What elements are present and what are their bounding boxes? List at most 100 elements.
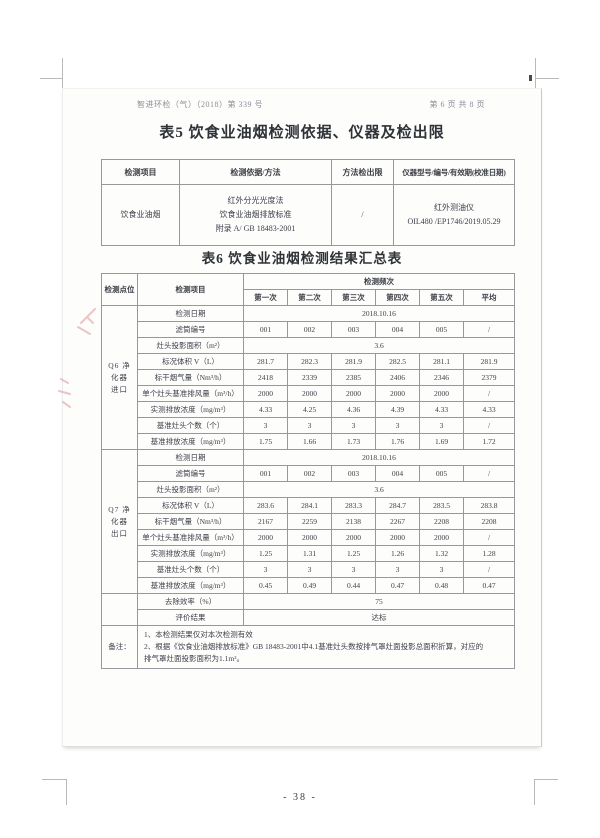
red-stamp-remnant — [58, 308, 96, 408]
run-header: 第二次 — [287, 289, 332, 306]
value-cell: / — [462, 417, 516, 434]
span-value: 3.6 — [242, 337, 516, 354]
run-header: 平均 — [462, 289, 516, 306]
value-cell: 281.1 — [419, 353, 464, 370]
value-cell: 004 — [375, 465, 420, 482]
column-header-frequency: 检测频次 — [242, 273, 516, 290]
value-cell: 2339 — [287, 369, 332, 386]
value-cell: 2167 — [243, 513, 288, 530]
value-cell: 001 — [243, 321, 288, 338]
value-cell: 1.73 — [331, 433, 376, 450]
table-row: 基准排放浓度（mg/m³） 0.45 0.49 0.44 0.47 0.48 0… — [102, 577, 516, 594]
value-cell: 281.9 — [462, 353, 516, 370]
row-label: 单个灶头基准排风量（m³/h） — [137, 529, 244, 546]
value-cell: 1.32 — [419, 545, 464, 562]
value-cell: 001 — [243, 465, 288, 482]
report-number: 智进环检（气）（2018）第 339 号 — [137, 100, 263, 109]
instrument-cell: 红外测油仪 OIL480 /EP1746/2019.05.29 — [393, 184, 515, 246]
value-cell: 3 — [287, 561, 332, 578]
row-label: 基准排放浓度（mg/m³） — [137, 577, 244, 594]
value-cell: 4.33 — [462, 401, 516, 418]
value-cell: 0.48 — [419, 577, 464, 594]
value-cell: 0.47 — [375, 577, 420, 594]
value-cell: / — [462, 561, 516, 578]
value-cell: 0.47 — [462, 577, 516, 594]
row-label: 评价结果 — [137, 609, 244, 626]
page-number-footer: - 38 - — [283, 792, 317, 803]
value-cell: 3 — [287, 417, 332, 434]
empty-point-cell — [101, 593, 138, 626]
value-cell: 3 — [243, 561, 288, 578]
table-row: Q7 净化器出口 检测日期 2018.10.16 — [101, 449, 516, 594]
value-cell: / — [462, 385, 516, 402]
column-header: 检测项目 — [101, 159, 180, 185]
page-indicator: 第 6 页 共 8 页 — [429, 100, 485, 109]
crop-mark-top-left-vertical — [62, 58, 63, 90]
value-cell: 2267 — [375, 513, 420, 530]
value-cell: 2259 — [287, 513, 332, 530]
value-cell: 3 — [419, 417, 464, 434]
value-cell: 0.49 — [287, 577, 332, 594]
value-cell: 2406 — [375, 369, 420, 386]
row-label: 灶头投影面积（m²） — [137, 337, 244, 354]
row-label: 基准灶头个数（个） — [137, 561, 244, 578]
method-cell: 红外分光光度法 饮食业油烟排放标准 附录 A/ GB 18483-2001 — [179, 184, 332, 246]
value-cell: 1.28 — [462, 545, 516, 562]
method-line: 附录 A/ GB 18483-2001 — [215, 224, 296, 233]
table-row: 滤筒编号 001 002 003 004 005 / — [102, 321, 516, 338]
table-row: 灶头投影面积（m²） 3.6 — [102, 481, 516, 498]
method-line: 饮食业油烟排放标准 — [219, 210, 292, 219]
table-row: 基准灶头个数（个） 3 3 3 3 3 / — [102, 561, 516, 578]
value-cell: 004 — [375, 321, 420, 338]
value-cell: 3 — [331, 417, 376, 434]
value-cell: 1.31 — [287, 545, 332, 562]
value-cell: 4.36 — [331, 401, 376, 418]
table-row: 滤筒编号 001 002 003 004 005 / — [102, 465, 516, 482]
value-cell: 003 — [331, 465, 376, 482]
table-row: 标况体积 V（L） 281.7 282.3 281.9 282.5 281.1 … — [102, 353, 516, 370]
row-label: 实测排放浓度（mg/m³） — [137, 401, 244, 418]
run-header: 第三次 — [331, 289, 376, 306]
table-row: 单个灶头基准排风量（m³/h） 2000 2000 2000 2000 2000… — [102, 385, 516, 402]
method-line: 红外分光光度法 — [227, 196, 284, 205]
crop-mark-bottom-left-vertical — [66, 779, 67, 805]
table5-detection-basis: 检测项目 检测依据/方法 方法检出限 仪器型号/编号/有效期(校准日期) 饮食业… — [101, 159, 515, 246]
table-row: 实测排放浓度（mg/m³） 4.33 4.25 4.36 4.39 4.33 4… — [102, 401, 516, 418]
point-label-q6: Q6 净化器进口 — [101, 305, 138, 450]
row-label: 实测排放浓度（mg/m³） — [137, 545, 244, 562]
row-label: 检测日期 — [137, 449, 244, 466]
instrument-line: OIL480 /EP1746/2019.05.29 — [407, 217, 501, 226]
table-row: 实测排放浓度（mg/m³） 1.25 1.31 1.25 1.26 1.32 1… — [102, 545, 516, 562]
value-cell: 284.7 — [375, 497, 420, 514]
table6-title: 表6 饮食业油烟检测结果汇总表 — [201, 251, 403, 266]
row-label: 滤筒编号 — [137, 321, 244, 338]
value-cell: 2208 — [462, 513, 516, 530]
value-cell: 284.1 — [287, 497, 332, 514]
span-value: 75 — [242, 593, 516, 610]
detection-limit-cell: / — [331, 184, 394, 246]
scanned-page: 智进环检（气）（2018）第 339 号 第 6 页 共 8 页 表5 饮食业油… — [58, 88, 542, 747]
value-cell: 1.75 — [243, 433, 288, 450]
value-cell: 2000 — [419, 385, 464, 402]
value-cell: 0.44 — [331, 577, 376, 594]
value-cell: 283.8 — [462, 497, 516, 514]
value-cell: 2000 — [331, 529, 376, 546]
value-cell: 281.9 — [331, 353, 376, 370]
value-cell: 283.6 — [243, 497, 288, 514]
value-cell: 005 — [419, 465, 464, 482]
crop-mark-bottom-left-horizontal — [42, 779, 66, 780]
table5-header-row: 检测项目 检测依据/方法 方法检出限 仪器型号/编号/有效期(校准日期) — [101, 159, 515, 185]
table5-title: 表5 饮食业油烟检测依据、仪器及检出限 — [159, 125, 445, 141]
row-label: 检测日期 — [137, 305, 244, 322]
row-label: 标况体积 V（L） — [137, 497, 244, 514]
table6-header-row: 检测点位 检测项目 检测频次 — [101, 273, 516, 306]
crop-mark-top-right-vertical — [535, 58, 536, 90]
table6-subheader-row: 第一次 第二次 第三次 第四次 第五次 平均 — [102, 289, 516, 306]
row-label: 去除效率（%） — [137, 593, 244, 610]
crop-mark-top-right-horizontal — [535, 78, 559, 79]
value-cell: 282.5 — [375, 353, 420, 370]
value-cell: 281.7 — [243, 353, 288, 370]
value-cell: 2418 — [243, 369, 288, 386]
table-row: 单个灶头基准排风量（m³/h） 2000 2000 2000 2000 2000… — [102, 529, 516, 546]
value-cell: 0.45 — [243, 577, 288, 594]
